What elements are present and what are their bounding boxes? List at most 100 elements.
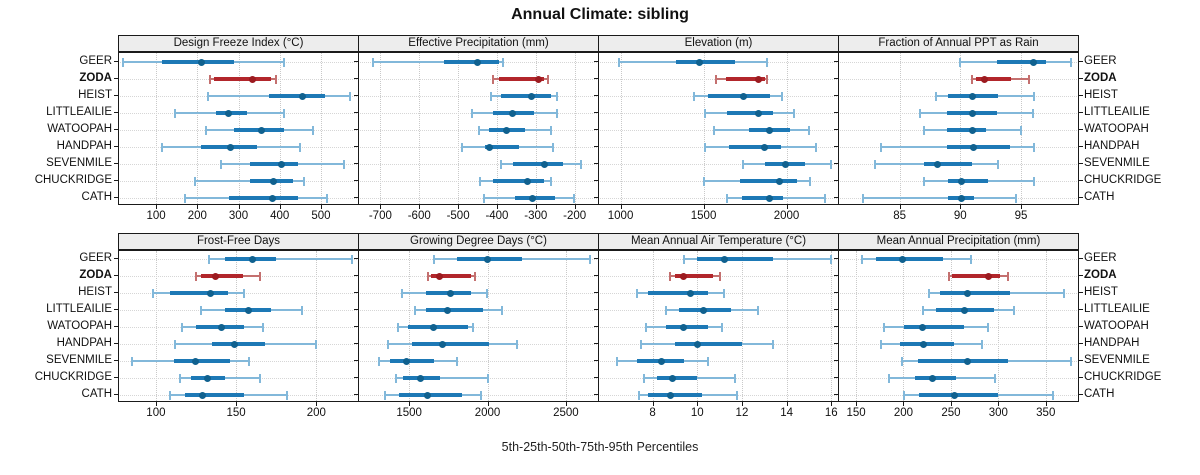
axis-tick	[320, 205, 322, 209]
site-row-tick	[1079, 377, 1083, 378]
whisker-cap-heist	[556, 92, 559, 101]
iqr-bar-sevenmile	[512, 162, 564, 166]
whisker-cap-zoda	[1028, 75, 1031, 84]
site-label-right-watoopah: WATOOPAH	[1084, 320, 1149, 332]
site-row-tick	[834, 394, 838, 395]
axis-tick	[535, 205, 537, 209]
whisker-cap-zoda	[948, 272, 951, 281]
axis-tick-label: 90	[953, 210, 967, 222]
axis-tick	[409, 402, 411, 406]
iqr-bar-cath	[229, 196, 298, 200]
whisker-cap-geer	[860, 255, 863, 264]
iqr-bar-littleailie	[426, 308, 483, 312]
iqr-bar-heist	[707, 94, 770, 98]
site-row-tick	[114, 95, 118, 96]
gridline-vertical	[741, 251, 743, 401]
axis-tick	[652, 402, 654, 406]
gridline-vertical	[831, 251, 833, 401]
iqr-bar-geer	[676, 60, 736, 64]
site-label-left-watoopah: WATOOPAH	[47, 123, 112, 135]
whisker-cap-littleailie	[173, 109, 176, 118]
iqr-bar-handpah	[728, 145, 781, 149]
median-dot-zoda	[249, 75, 257, 83]
whisker-cap-watoopah	[922, 126, 925, 135]
median-dot-heist	[964, 289, 972, 297]
site-row-tick	[594, 129, 598, 130]
iqr-bar-watoopah	[946, 128, 986, 132]
panel-plot-fraction-ppt-rain	[838, 52, 1079, 205]
site-row-tick	[1079, 78, 1083, 79]
whisker-cap-watoopah	[986, 323, 989, 332]
whisker-cap-handpah	[174, 340, 177, 349]
iqr-bar-littleailie	[727, 111, 773, 115]
site-label-left-littleailie: LITTLEAILIE	[46, 106, 112, 118]
median-dot-heist	[298, 92, 306, 100]
median-dot-geer	[248, 255, 256, 263]
median-dot-geer	[696, 58, 704, 66]
median-dot-chuckridge	[958, 177, 966, 185]
whisker-cap-geer	[501, 58, 504, 67]
whisker-cap-littleailie	[1013, 306, 1016, 315]
whisker-cap-littleailie	[919, 109, 922, 118]
site-row-tick	[1079, 197, 1083, 198]
median-dot-zoda	[535, 75, 543, 83]
whisker-cap-watoopah	[180, 323, 183, 332]
whisker-cap-littleailie	[556, 109, 559, 118]
site-row-tick	[354, 292, 358, 293]
site-row-tick	[354, 258, 358, 259]
site-row-tick	[834, 146, 838, 147]
whisker-cap-watoopah	[720, 323, 723, 332]
median-dot-watoopah	[257, 126, 265, 134]
whisker-cap-handpah	[815, 143, 818, 152]
whisker-cap-sevenmile	[130, 357, 133, 366]
whisker-cap-littleailie	[282, 109, 285, 118]
whisker-cap-sevenmile	[579, 160, 582, 169]
site-label-left-sevenmile: SEVENMILE	[46, 157, 112, 169]
gridline-horizontal	[360, 96, 597, 97]
whisker-cap-handpah	[880, 143, 883, 152]
iqr-bar-zoda	[431, 274, 472, 278]
site-row-tick	[594, 394, 598, 395]
gridline-vertical	[487, 251, 489, 401]
median-dot-cath	[269, 194, 277, 202]
panel-strip-mean-annual-air-temperature: Mean Annual Air Temperature (°C)	[598, 233, 839, 250]
site-row-tick	[594, 163, 598, 164]
panel-plot-mean-annual-precipitation	[838, 250, 1079, 402]
iqr-bar-handpah	[946, 145, 1011, 149]
whisker-cap-watoopah	[471, 323, 474, 332]
whisker-cap-handpah	[299, 143, 302, 152]
whisker-cap-heist	[485, 289, 488, 298]
whisker-cap-heist	[1062, 289, 1065, 298]
whisker-cap-cath	[824, 194, 827, 203]
whisker-cap-sevenmile	[742, 160, 745, 169]
iqr-bar-heist	[170, 291, 229, 295]
whisker-cap-heist	[780, 92, 783, 101]
site-row-tick	[594, 326, 598, 327]
axis-tick-label: 100	[146, 210, 166, 222]
site-row-tick	[114, 292, 118, 293]
whisker-cap-geer	[350, 255, 353, 264]
whisker-cap-handpah	[1033, 143, 1036, 152]
panel-plot-design-freeze-index	[118, 52, 359, 205]
whisker-cap-cath	[572, 194, 575, 203]
axis-tick	[197, 205, 199, 209]
gridline-vertical	[565, 251, 567, 401]
whisker-line-chuckridge	[195, 180, 305, 182]
whisker-cap-geer	[830, 255, 833, 264]
site-label-right-heist: HEIST	[1084, 89, 1118, 101]
axis-tick	[903, 402, 905, 406]
site-row-tick	[834, 343, 838, 344]
panel-strip-frost-free-days: Frost-Free Days	[118, 233, 359, 250]
site-row-tick	[594, 275, 598, 276]
axis-tick	[419, 205, 421, 209]
median-dot-handpah	[230, 340, 238, 348]
whisker-cap-watoopah	[882, 323, 885, 332]
median-dot-chuckridge	[524, 177, 532, 185]
whisker-cap-sevenmile	[220, 160, 223, 169]
iqr-bar-zoda	[498, 77, 544, 81]
site-label-right-geer: GEER	[1084, 252, 1117, 264]
whisker-cap-chuckridge	[394, 374, 397, 383]
whisker-cap-handpah	[981, 340, 984, 349]
whisker-cap-chuckridge	[303, 177, 306, 186]
whisker-cap-zoda	[547, 75, 550, 84]
